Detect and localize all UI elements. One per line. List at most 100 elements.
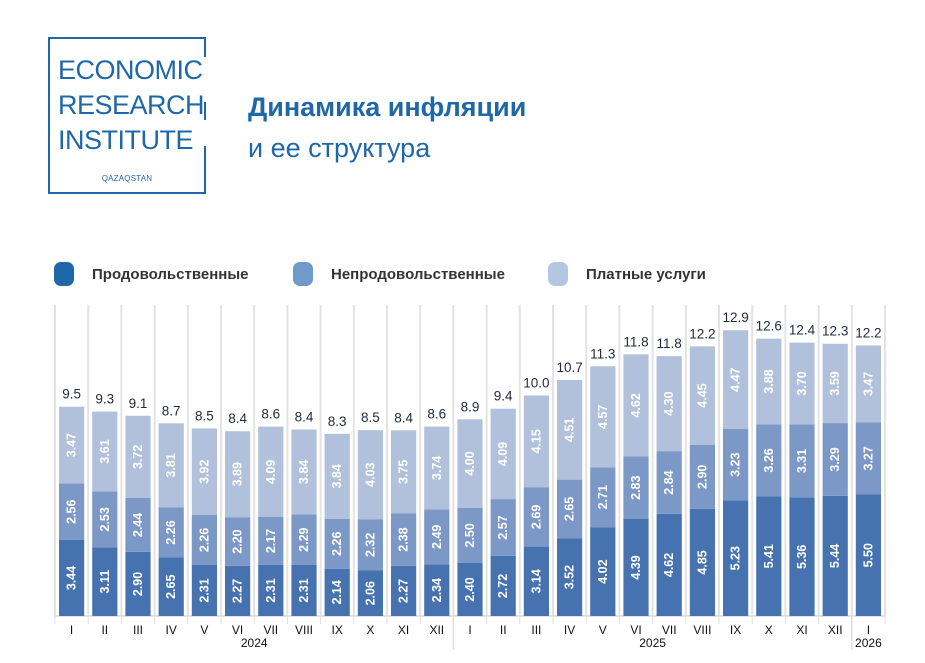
bar-segment-food	[324, 568, 350, 616]
segment-value-label: 2.65	[563, 497, 577, 521]
x-tick-label: VII	[263, 623, 278, 637]
bar-segment-nonfood	[789, 424, 815, 498]
year-label: 2024	[241, 636, 268, 650]
segment-value-label: 3.74	[430, 456, 444, 480]
bar-segment-food	[191, 564, 217, 616]
total-value-label: 9.5	[62, 387, 81, 402]
bar-segment-food	[357, 570, 383, 616]
bar-segment-services	[490, 408, 516, 500]
bar-segment-services	[324, 433, 350, 519]
segment-value-label: 4.62	[629, 393, 643, 417]
bar-segment-services	[225, 431, 251, 518]
segment-value-label: 3.14	[529, 569, 543, 593]
total-value-label: 8.6	[427, 407, 446, 422]
bar-segment-food	[756, 496, 782, 616]
segment-value-label: 4.02	[596, 559, 610, 583]
segment-value-label: 4.09	[496, 442, 510, 466]
segment-value-label: 2.83	[629, 476, 643, 500]
legend-item-food: Продовольственные	[54, 262, 248, 286]
total-value-label: 12.2	[689, 326, 715, 341]
bar-segment-food	[59, 539, 85, 616]
x-tick-label: III	[531, 623, 541, 637]
bar-segment-food	[557, 538, 583, 616]
x-tick-label: XII	[429, 623, 444, 637]
legend-label: Непродовольственные	[331, 265, 505, 283]
legend-item-services: Платные услуги	[548, 262, 706, 286]
total-value-label: 12.4	[789, 323, 816, 338]
segment-value-label: 4.51	[563, 418, 577, 442]
total-value-label: 8.7	[162, 403, 181, 418]
segment-value-label: 3.11	[98, 570, 112, 594]
bar-segment-services	[92, 411, 118, 492]
segment-value-label: 2.72	[496, 574, 510, 598]
bar-segment-nonfood	[59, 483, 85, 540]
bar-segment-services	[191, 428, 217, 516]
bar-segment-nonfood	[225, 517, 251, 566]
segment-value-label: 2.14	[330, 580, 344, 604]
x-tick-label: II	[101, 623, 108, 637]
logo-text-research: RESEARCH	[58, 90, 205, 120]
bar-segment-services	[357, 430, 383, 520]
segment-value-label: 4.03	[363, 462, 377, 486]
logo-subtitle: QAZAQSTAN	[101, 174, 153, 183]
total-value-label: 8.5	[195, 408, 214, 423]
segment-value-label: 2.31	[297, 578, 311, 602]
segment-value-label: 2.26	[197, 528, 211, 552]
bar-segment-services	[424, 426, 450, 510]
bar-segment-services	[689, 346, 715, 445]
bar-segment-food	[723, 500, 749, 616]
x-tick-label: IV	[564, 623, 575, 637]
segment-value-label: 2.57	[496, 515, 510, 539]
segment-value-label: 4.30	[662, 391, 676, 415]
bar-segment-nonfood	[623, 456, 649, 519]
bar-segment-food	[258, 564, 284, 616]
bar-segment-food	[424, 564, 450, 616]
bar-segment-nonfood	[424, 509, 450, 565]
logo-text-economic: ECONOMIC	[58, 55, 203, 85]
total-value-label: 9.1	[129, 396, 148, 411]
total-value-label: 8.3	[328, 414, 347, 429]
segment-value-label: 3.88	[762, 369, 776, 393]
bar-segment-food	[855, 494, 881, 616]
segment-value-label: 3.26	[762, 448, 776, 472]
total-value-label: 9.3	[95, 392, 114, 407]
segment-value-label: 2.26	[330, 532, 344, 556]
segment-value-label: 3.61	[98, 439, 112, 463]
bar-segment-nonfood	[557, 479, 583, 539]
total-value-label: 12.2	[855, 325, 881, 340]
bar-segment-food	[158, 557, 184, 616]
bar-segment-nonfood	[822, 423, 848, 496]
logo-frame-segment	[204, 102, 206, 120]
segment-value-label: 3.75	[397, 460, 411, 484]
bar-segment-services	[523, 395, 549, 488]
bar-segment-food	[125, 551, 151, 616]
x-tick-label: IX	[332, 623, 343, 637]
bar-segment-nonfood	[689, 444, 715, 509]
page-subtitle: и ее структура	[248, 133, 431, 163]
total-value-label: 8.4	[394, 410, 413, 425]
year-label: 2026	[855, 636, 882, 650]
bar-segment-services	[557, 379, 583, 480]
bar-segment-food	[590, 527, 616, 616]
x-tick-label: IX	[730, 623, 741, 637]
bar-segment-services	[822, 343, 848, 424]
bar-segment-food	[225, 565, 251, 616]
total-value-label: 8.9	[461, 399, 480, 414]
legend-swatch-food	[54, 262, 74, 286]
bar-segment-nonfood	[191, 515, 217, 565]
bar-segment-food	[291, 564, 317, 616]
segment-value-label: 3.52	[563, 565, 577, 589]
bar-segment-services	[723, 330, 749, 430]
bar-segment-services	[158, 423, 184, 508]
segment-value-label: 2.40	[463, 577, 477, 601]
segment-value-label: 4.15	[529, 429, 543, 453]
bar-segment-services	[291, 429, 317, 515]
segment-value-label: 4.00	[463, 451, 477, 475]
segment-value-label: 4.45	[695, 383, 709, 407]
segment-value-label: 4.85	[695, 550, 709, 574]
segment-value-label: 2.20	[231, 529, 245, 553]
segment-value-label: 5.44	[828, 544, 842, 568]
segment-value-label: 3.59	[828, 371, 842, 395]
bar-segment-services	[391, 430, 417, 514]
x-tick-label: VIII	[693, 623, 711, 637]
